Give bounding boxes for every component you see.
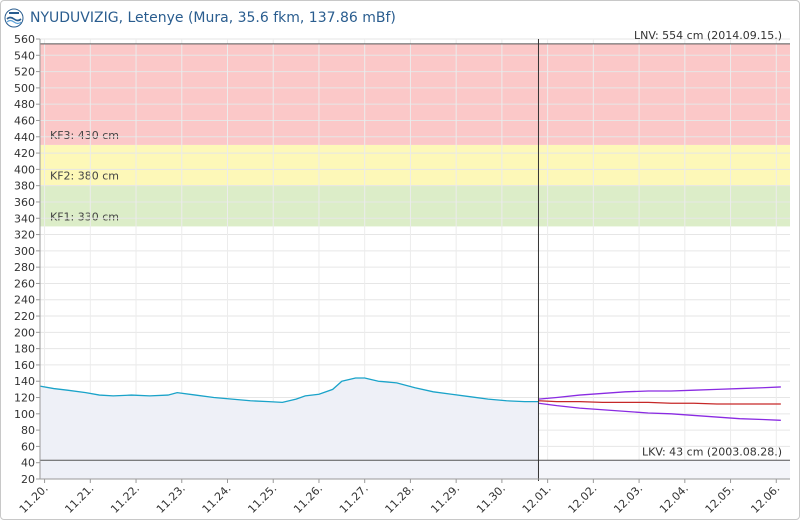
- x-tick-label: 11.29.: [428, 482, 462, 516]
- x-tick-label: 12.03.: [611, 482, 645, 516]
- alert-zone-label-3: KF3: 430 cm: [50, 129, 119, 142]
- y-tick-label: 120: [14, 392, 35, 405]
- y-tick-label: 20: [21, 473, 35, 486]
- y-tick-label: 320: [14, 229, 35, 242]
- y-tick-label: 440: [14, 131, 35, 144]
- y-tick-label: 500: [14, 82, 35, 95]
- y-tick-label: 400: [14, 163, 35, 176]
- y-tick-label: 380: [14, 180, 35, 193]
- x-tick-label: 11.27.: [337, 482, 371, 516]
- x-tick-label: 11.23.: [154, 482, 188, 516]
- y-tick-label: 480: [14, 98, 35, 111]
- y-tick-label: 160: [14, 359, 35, 372]
- x-tick-label: 11.21.: [62, 482, 96, 516]
- alert-zone-label-2: KF2: 380 cm: [50, 170, 119, 183]
- alert-zones: KF1: 330 cm KF2: 380 cm KF3: 430 cm: [40, 43, 790, 227]
- y-tick-label: 140: [14, 375, 35, 388]
- chart-header: NYUDUVIZIG, Letenye (Mura, 35.6 fkm, 137…: [4, 6, 396, 30]
- y-tick-labels: 20 40 60 80 100 120 140 160 180 200 220 240 260 280 30…: [14, 33, 35, 486]
- y-tick-label: 560: [14, 33, 35, 46]
- reference-line-label-2: LKV: 43 cm (2003.08.28.): [642, 445, 782, 458]
- y-tick-label: 260: [14, 277, 35, 290]
- x-tick-labels: 11.20. 11.21. 11.22. 11.23. 11.24. 11.25. 11.2…: [17, 482, 783, 516]
- water-authority-logo-icon: [4, 8, 24, 28]
- series-line-1: [39, 377, 539, 404]
- alert-zone-label-1: KF1: 330 cm: [50, 210, 119, 223]
- alert-zone-1: [40, 185, 790, 227]
- axes: [36, 38, 790, 483]
- series-line-2: [538, 386, 781, 400]
- y-tick-label: 520: [14, 66, 35, 79]
- y-tick-label: 460: [14, 114, 35, 127]
- x-tick-label: 12.01.: [520, 482, 554, 516]
- x-tick-label: 12.06.: [748, 482, 782, 516]
- x-tick-label: 12.04.: [657, 482, 691, 516]
- y-tick-label: 220: [14, 310, 35, 323]
- y-tick-label: 80: [21, 424, 35, 437]
- reference-line-label-1: LNV: 554 cm (2014.09.15.): [634, 29, 782, 42]
- x-tick-label: 11.25.: [245, 482, 279, 516]
- y-tick-label: 200: [14, 326, 35, 339]
- x-tick-label: 11.28.: [383, 482, 417, 516]
- y-tick-label: 180: [14, 343, 35, 356]
- observed-area-fill: [40, 377, 539, 479]
- x-tick-label: 11.30.: [474, 482, 508, 516]
- y-tick-label: 40: [21, 457, 35, 470]
- y-tick-label: 240: [14, 294, 35, 307]
- alert-zone-3: [40, 43, 790, 145]
- x-tick-label: 11.26.: [291, 482, 325, 516]
- chart-title: NYUDUVIZIG, Letenye (Mura, 35.6 fkm, 137…: [30, 10, 396, 26]
- y-tick-label: 540: [14, 49, 35, 62]
- reference-lines: LNV: 554 cm (2014.09.15.) LKV: 43 cm (200…: [40, 29, 790, 481]
- series-line-3: [538, 400, 781, 405]
- forecast-area-fill: [538, 460, 790, 479]
- x-tick-label: 11.22.: [108, 482, 142, 516]
- y-tick-label: 300: [14, 245, 35, 258]
- y-tick-label: 360: [14, 196, 35, 209]
- y-tick-label: 100: [14, 408, 35, 421]
- alert-zone-2: [40, 144, 790, 186]
- series-line-4: [538, 402, 781, 421]
- series-lines: [39, 377, 781, 421]
- x-tick-label: 12.05.: [703, 482, 737, 516]
- y-tick-label: 420: [14, 147, 35, 160]
- y-tick-label: 60: [21, 440, 35, 453]
- y-tick-label: 280: [14, 261, 35, 274]
- x-tick-label: 11.24.: [200, 482, 234, 516]
- y-tick-label: 340: [14, 212, 35, 225]
- x-tick-label: 11.20.: [17, 482, 51, 516]
- observed-area: [40, 377, 790, 479]
- x-tick-label: 12.02.: [566, 482, 600, 516]
